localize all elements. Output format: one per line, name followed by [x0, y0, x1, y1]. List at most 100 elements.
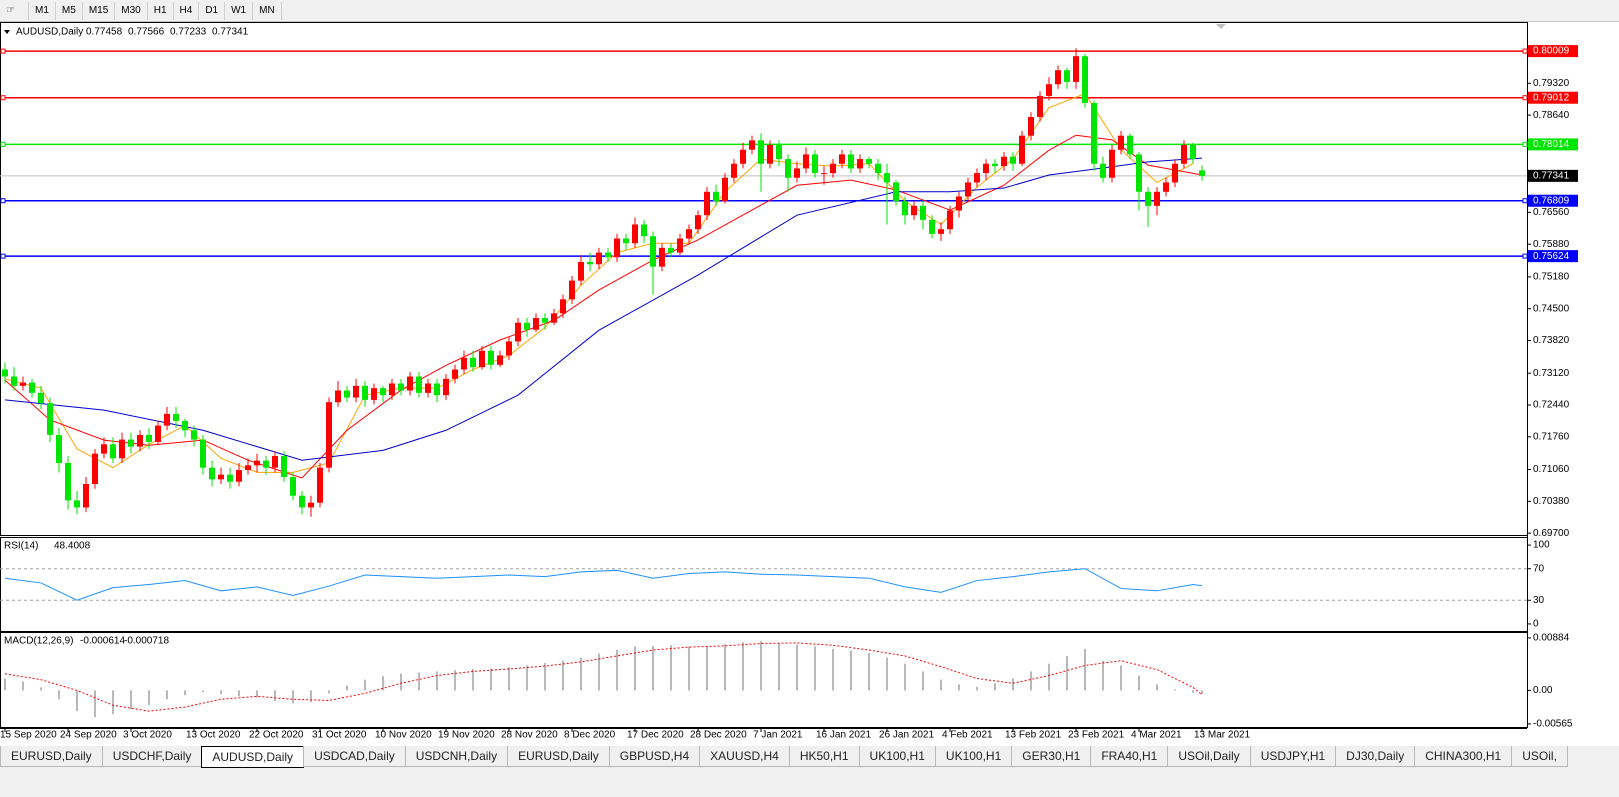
chart-tab[interactable]: USOil,Daily — [1167, 746, 1251, 767]
candle-body — [767, 145, 773, 164]
candle-body — [740, 149, 746, 164]
candle-body — [803, 154, 809, 169]
candle-body — [443, 378, 449, 396]
candle-body — [794, 168, 800, 178]
candle-body — [353, 385, 359, 398]
chart-tab[interactable]: GER30,H1 — [1011, 746, 1092, 767]
indicator-line — [4, 134, 1203, 479]
y-tick-label: 0.78640 — [1533, 110, 1570, 121]
chart-tab[interactable]: EURUSD,Daily — [507, 746, 610, 767]
indicator-line — [4, 642, 1203, 712]
candle-body — [1118, 135, 1124, 150]
candle-body — [479, 350, 485, 368]
candle-body — [560, 299, 566, 314]
candle-body — [506, 341, 512, 356]
candle-body — [866, 159, 872, 164]
chart-tab[interactable]: EURUSD,Daily — [0, 746, 103, 767]
timeframe-button[interactable]: M5 — [56, 1, 83, 20]
candle-body — [1046, 84, 1052, 96]
ohlc-value: 0.77341 — [212, 27, 249, 38]
chart-tab[interactable]: CHINA300,H1 — [1414, 746, 1513, 767]
x-tick-label: 16 Jan 2021 — [816, 730, 871, 741]
indicator-title: MACD(12,26,9) — [4, 636, 73, 647]
chart-tab[interactable]: UK100,H1 — [934, 746, 1013, 767]
indicator-value: -0.000614 — [80, 636, 125, 647]
timeframe-button[interactable]: W1 — [225, 1, 254, 20]
cursor-icon[interactable]: ☞ — [0, 1, 29, 20]
candle-body — [407, 376, 413, 391]
x-tick-label: 19 Nov 2020 — [438, 730, 495, 741]
chart-tab[interactable]: GBPUSD,H4 — [608, 746, 701, 767]
level-label-box — [1528, 250, 1578, 263]
x-tick-label: 13 Oct 2020 — [186, 730, 241, 741]
level-anchor — [1522, 95, 1528, 101]
candle-body — [326, 402, 332, 468]
chart-tab[interactable]: USDCAD,Daily — [303, 746, 406, 767]
timeframe-button[interactable]: D1 — [199, 1, 226, 20]
timeframe-button[interactable]: H4 — [174, 1, 200, 20]
chart-tab[interactable]: AUDUSD,Daily — [201, 746, 305, 768]
candle-body — [911, 205, 917, 216]
y-tick-label: 0.76560 — [1533, 207, 1570, 218]
candle-body — [704, 191, 710, 216]
candle-body — [893, 182, 899, 202]
x-tick-label: 31 Oct 2020 — [312, 730, 367, 741]
chart-tab[interactable]: USOil, — [1511, 746, 1568, 767]
candle-body — [236, 470, 242, 482]
candle-body — [254, 460, 260, 466]
candle-body — [596, 252, 602, 265]
candle-body — [29, 382, 35, 393]
level-anchor — [1522, 48, 1528, 54]
chart-tab[interactable]: XAUUSD,H4 — [699, 746, 790, 767]
candle-body — [1100, 163, 1106, 178]
candle-body — [524, 322, 530, 330]
timeframe-button[interactable]: MN — [253, 1, 282, 20]
candle-body — [587, 261, 593, 265]
candle-body — [1082, 56, 1088, 103]
chart-tab[interactable]: FRA40,H1 — [1090, 746, 1169, 767]
candle-body — [1109, 149, 1115, 178]
timeframe-button[interactable]: H1 — [148, 1, 174, 20]
chart-tab[interactable]: HK50,H1 — [788, 746, 860, 767]
candle-body — [65, 462, 71, 501]
candle-body — [974, 173, 980, 183]
candle-body — [227, 474, 233, 482]
level-anchor — [0, 198, 6, 204]
level-label: 0.75624 — [1533, 251, 1570, 262]
candle-body — [1163, 182, 1169, 192]
y-tick-label: 100 — [1533, 540, 1550, 551]
candle-body — [965, 182, 971, 197]
timeframe-button[interactable]: M15 — [83, 1, 116, 20]
chart-background — [0, 22, 1619, 746]
candle-body — [830, 163, 836, 174]
candle-body — [38, 392, 44, 404]
candle-body — [641, 224, 647, 237]
candle-body — [461, 357, 467, 370]
ohlc-value: 0.77458 — [86, 27, 123, 38]
timeframe-button[interactable]: M1 — [29, 1, 56, 20]
candle-body — [1055, 70, 1061, 85]
chart-window: 0.793200.786400.779600.772800.765600.758… — [0, 22, 1619, 746]
x-tick-label: 17 Dec 2020 — [627, 730, 684, 741]
candle-body — [47, 403, 53, 435]
level-label-box — [1528, 91, 1578, 104]
y-tick-label: 0.79320 — [1533, 78, 1570, 89]
candle-body — [74, 500, 80, 508]
chart-tab[interactable]: DJ30,Daily — [1335, 746, 1416, 767]
chart-tab[interactable]: USDCHF,Daily — [101, 746, 203, 767]
candle-body — [362, 385, 368, 400]
chart-tab[interactable]: USDJPY,H1 — [1249, 746, 1337, 767]
chart-tab[interactable]: UK100,H1 — [858, 746, 936, 767]
y-tick-label: 0.71760 — [1533, 431, 1570, 442]
y-tick-label: 0.70380 — [1533, 496, 1570, 507]
candle-body — [1154, 191, 1160, 206]
x-tick-label: 28 Nov 2020 — [501, 730, 558, 741]
candle-body — [1037, 95, 1043, 117]
timeframe-button[interactable]: M30 — [115, 1, 148, 20]
candle-body — [776, 145, 782, 160]
level-label-box — [1528, 194, 1578, 207]
candle-body — [20, 382, 26, 386]
y-tick-label: 30 — [1533, 595, 1545, 606]
candle-body — [731, 163, 737, 178]
chart-tab[interactable]: USDCNH,Daily — [404, 746, 509, 767]
